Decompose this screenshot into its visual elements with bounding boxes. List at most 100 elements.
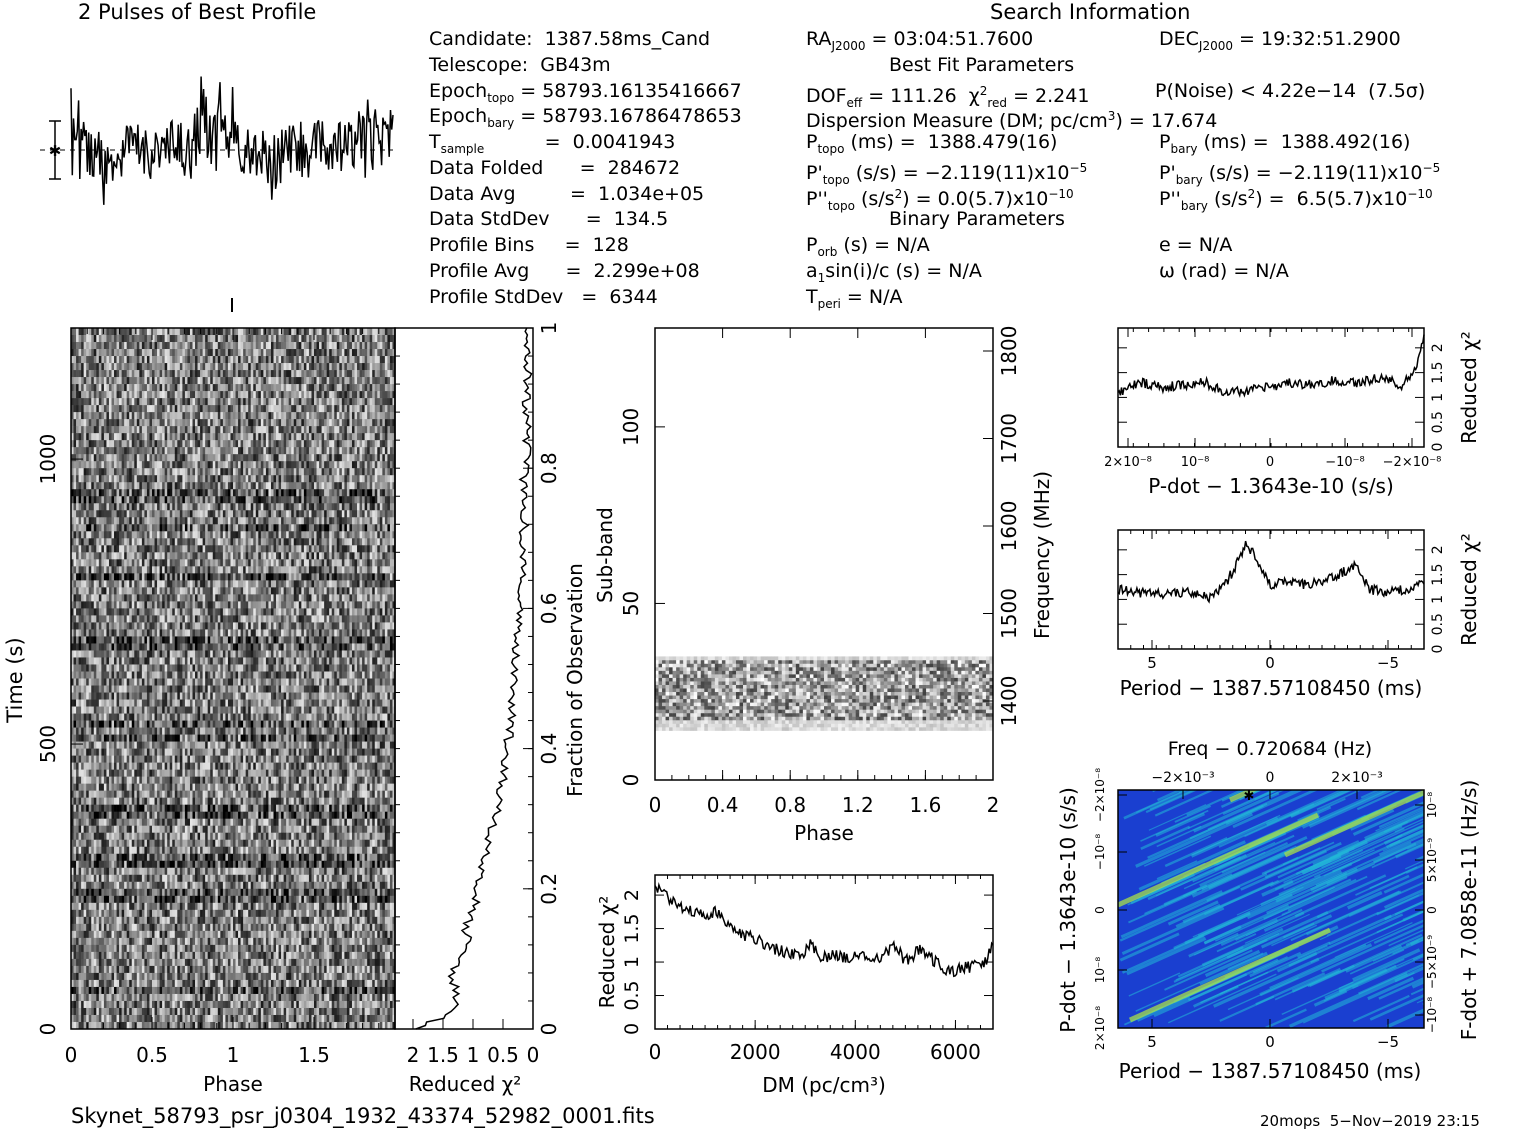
pixel bbox=[266, 580, 269, 587]
pixel bbox=[241, 531, 244, 538]
pixel bbox=[261, 398, 264, 405]
pixel bbox=[106, 440, 109, 447]
pixel bbox=[263, 531, 266, 538]
pixel bbox=[86, 412, 89, 419]
pixel bbox=[314, 538, 317, 545]
pixel bbox=[86, 475, 89, 482]
pixel bbox=[263, 587, 266, 594]
pixel bbox=[137, 335, 140, 342]
pixel bbox=[122, 398, 125, 405]
pixel bbox=[228, 573, 231, 580]
pixel bbox=[165, 440, 168, 447]
pixel bbox=[190, 587, 193, 594]
pixel bbox=[387, 524, 390, 531]
pixel bbox=[319, 405, 322, 412]
pixel bbox=[279, 377, 282, 384]
pixel bbox=[101, 461, 104, 468]
pixel bbox=[142, 517, 145, 524]
pixel bbox=[377, 517, 380, 524]
pixel bbox=[208, 482, 211, 489]
pixel bbox=[291, 440, 294, 447]
pixel bbox=[76, 587, 79, 594]
pixel bbox=[190, 433, 193, 440]
pixel bbox=[106, 370, 109, 377]
pixel bbox=[296, 377, 299, 384]
pixel bbox=[301, 398, 304, 405]
pixel bbox=[337, 524, 340, 531]
pixel bbox=[276, 377, 279, 384]
pixel bbox=[276, 356, 279, 363]
pixel bbox=[382, 356, 385, 363]
pixel bbox=[309, 510, 312, 517]
pixel bbox=[205, 489, 208, 496]
pixel bbox=[109, 335, 112, 342]
pixel bbox=[195, 559, 198, 566]
pixel bbox=[349, 342, 352, 349]
pixel bbox=[225, 384, 228, 391]
pixel bbox=[200, 552, 203, 559]
pixel bbox=[339, 454, 342, 461]
pixel bbox=[89, 524, 92, 531]
pixel bbox=[152, 496, 155, 503]
pixel bbox=[187, 538, 190, 545]
pixel bbox=[380, 391, 383, 398]
pixel bbox=[175, 454, 178, 461]
pixel bbox=[165, 475, 168, 482]
pixel bbox=[289, 370, 292, 377]
pixel bbox=[319, 538, 322, 545]
pixel bbox=[268, 559, 271, 566]
pixel bbox=[274, 370, 277, 377]
pixel bbox=[104, 363, 107, 370]
pixel bbox=[309, 559, 312, 566]
pixel bbox=[228, 580, 231, 587]
pixel bbox=[339, 384, 342, 391]
pixel bbox=[355, 440, 358, 447]
pixel bbox=[266, 454, 269, 461]
pixel bbox=[175, 573, 178, 580]
pixel bbox=[246, 391, 249, 398]
pixel bbox=[225, 349, 228, 356]
pixel bbox=[223, 384, 226, 391]
pixel bbox=[218, 489, 221, 496]
pixel bbox=[291, 517, 294, 524]
pixel bbox=[246, 377, 249, 384]
pixel bbox=[281, 335, 284, 342]
pixel bbox=[149, 538, 152, 545]
pixel bbox=[180, 538, 183, 545]
pixel bbox=[365, 468, 368, 475]
pixel bbox=[193, 587, 196, 594]
pixel bbox=[177, 356, 180, 363]
pixel bbox=[215, 384, 218, 391]
pixel bbox=[365, 419, 368, 426]
pixel bbox=[314, 412, 317, 419]
pixel bbox=[382, 440, 385, 447]
pixel bbox=[165, 517, 168, 524]
pixel bbox=[109, 342, 112, 349]
pixel bbox=[324, 580, 327, 587]
pixel bbox=[365, 405, 368, 412]
pixel bbox=[203, 461, 206, 468]
pixel bbox=[385, 468, 388, 475]
pixel bbox=[127, 363, 130, 370]
pixel bbox=[380, 356, 383, 363]
pixel bbox=[79, 573, 82, 580]
pixel bbox=[86, 482, 89, 489]
pixel bbox=[337, 391, 340, 398]
pixel bbox=[152, 363, 155, 370]
pixel bbox=[106, 454, 109, 461]
pixel bbox=[377, 566, 380, 573]
pixel bbox=[76, 454, 79, 461]
pixel bbox=[160, 328, 163, 335]
pixel bbox=[89, 545, 92, 552]
pixel bbox=[365, 594, 368, 601]
pixel bbox=[352, 594, 355, 601]
pixel bbox=[119, 489, 122, 496]
pixel bbox=[225, 482, 228, 489]
pixel bbox=[228, 587, 231, 594]
pixel bbox=[198, 587, 201, 594]
pixel bbox=[91, 545, 94, 552]
pixel bbox=[253, 503, 256, 510]
pixel bbox=[215, 461, 218, 468]
pixel bbox=[289, 433, 292, 440]
pixel bbox=[349, 580, 352, 587]
